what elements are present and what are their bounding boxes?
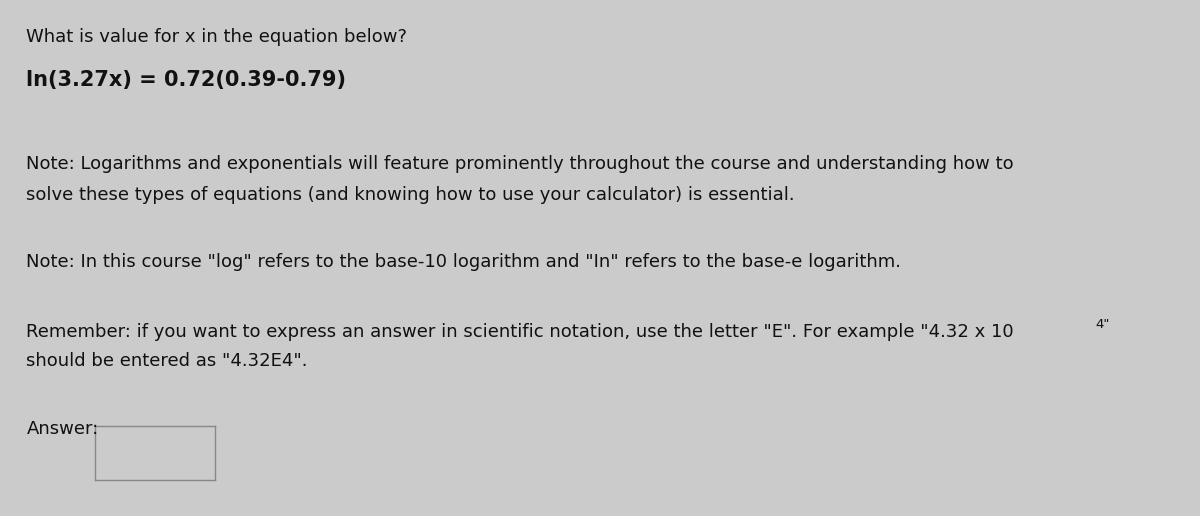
Text: should be entered as "4.32E4".: should be entered as "4.32E4". [26, 352, 308, 370]
Text: Answer:: Answer: [26, 420, 98, 438]
Text: Note: Logarithms and exponentials will feature prominently throughout the course: Note: Logarithms and exponentials will f… [26, 155, 1014, 173]
Text: Remember: if you want to express an answer in scientific notation, use the lette: Remember: if you want to express an answ… [26, 323, 1014, 341]
Text: 4": 4" [1096, 318, 1110, 331]
Text: ln(3.27x) = 0.72(0.39-0.79): ln(3.27x) = 0.72(0.39-0.79) [26, 70, 347, 90]
Text: Note: In this course "log" refers to the base-10 logarithm and "In" refers to th: Note: In this course "log" refers to the… [26, 253, 901, 271]
Text: What is value for x in the equation below?: What is value for x in the equation belo… [26, 28, 408, 46]
Text: solve these types of equations (and knowing how to use your calculator) is essen: solve these types of equations (and know… [26, 186, 796, 204]
